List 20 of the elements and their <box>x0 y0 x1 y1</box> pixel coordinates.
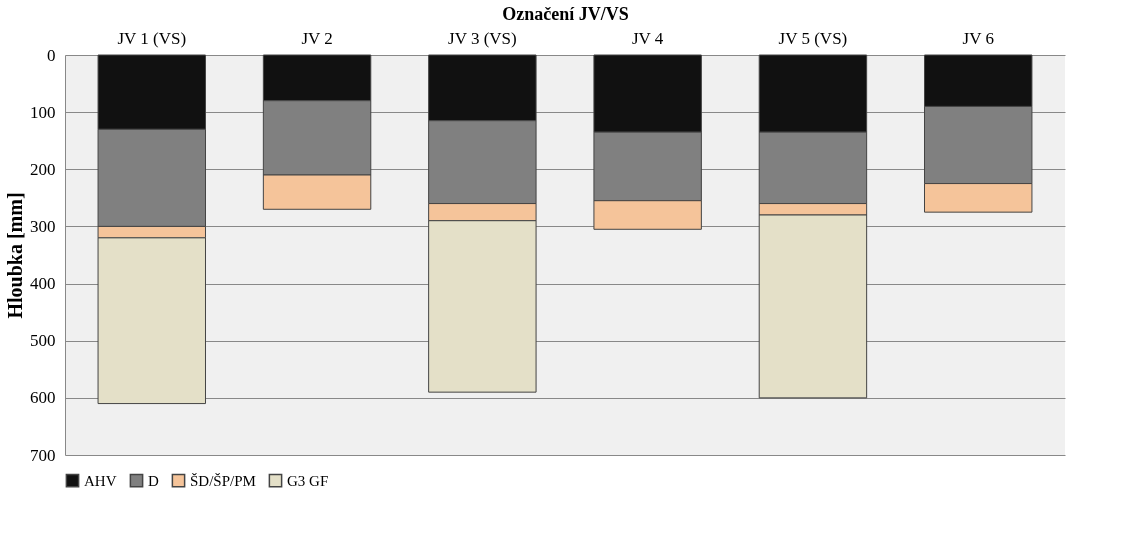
x-tick-label: JV 4 <box>631 28 664 48</box>
y-tick-label: 0 <box>47 45 56 65</box>
y-tick-label: 200 <box>30 159 56 179</box>
y-tick-label: 500 <box>30 331 56 351</box>
y-tick-label: 400 <box>30 274 56 294</box>
x-tick-label: JV 2 <box>301 28 333 48</box>
x-tick-label: JV 1 (VS) <box>117 28 187 48</box>
y-axis-title: Hloubka [mm] <box>4 192 26 319</box>
x-tick-label: JV 3 (VS) <box>448 28 517 48</box>
legend-label: D <box>148 472 159 489</box>
x-tick-label: JV 6 <box>962 28 994 48</box>
x-tick-label: JV 5 (VS) <box>778 28 848 48</box>
y-tick-label: 100 <box>30 102 56 122</box>
y-tick-label: 700 <box>30 445 56 465</box>
legend-label: G3 GF <box>287 472 329 489</box>
legend-label: ŠD/ŠP/PM <box>190 472 256 489</box>
legend-label: AHV <box>84 472 117 489</box>
y-tick-label: 600 <box>30 388 56 408</box>
y-tick-label: 300 <box>30 216 56 236</box>
x-axis-title: Označení JV/VS <box>502 3 629 24</box>
